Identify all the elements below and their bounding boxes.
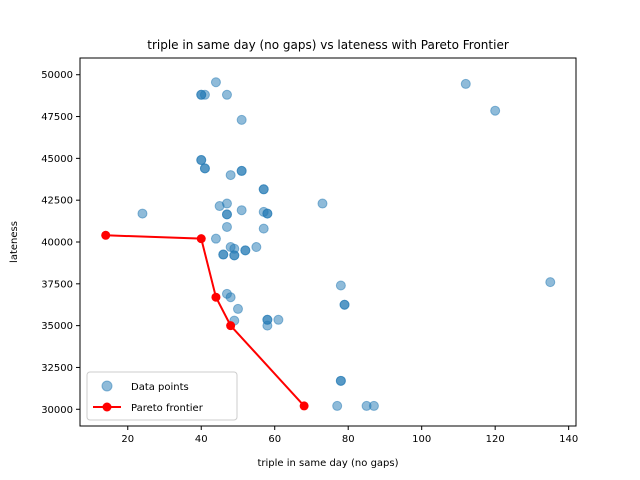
legend-marker-data-points (101, 380, 113, 392)
data-point (221, 209, 232, 220)
y-tick-label: 42500 (41, 196, 73, 207)
data-point (258, 223, 269, 234)
legend-label-data-points: Data points (131, 382, 189, 393)
data-point (137, 208, 148, 219)
data-point (240, 245, 251, 256)
pareto-frontier-point (196, 234, 206, 244)
x-tick-label: 40 (195, 434, 208, 445)
pareto-frontier-point (226, 321, 236, 331)
legend-marker-pareto-frontier (102, 402, 112, 412)
y-tick-label: 35000 (41, 321, 73, 332)
y-tick-label: 32500 (41, 363, 73, 374)
x-tick-label: 60 (268, 434, 281, 445)
data-point (460, 78, 471, 89)
data-point (339, 299, 350, 310)
x-tick-label: 120 (486, 434, 505, 445)
y-tick-label: 37500 (41, 279, 73, 290)
data-point (210, 77, 221, 88)
data-point (335, 280, 346, 291)
data-point (196, 155, 207, 166)
pareto-frontier-point (299, 401, 309, 411)
x-tick-label: 20 (121, 434, 134, 445)
data-point (258, 184, 269, 195)
data-point (199, 89, 210, 100)
data-point (262, 320, 273, 331)
data-point (225, 292, 236, 303)
y-tick-label: 30000 (41, 405, 73, 416)
data-point (232, 303, 243, 314)
plot-area (101, 77, 556, 411)
data-point (332, 400, 343, 411)
data-point (236, 165, 247, 176)
x-axis-label: triple in same day (no gaps) (257, 458, 398, 469)
data-point (225, 170, 236, 181)
data-point (251, 242, 262, 253)
y-axis: 30000 32500 35000 37500 40000 42500 45000 47500… (41, 70, 80, 416)
data-point (221, 89, 232, 100)
data-point (368, 400, 379, 411)
pareto-frontier-point (211, 292, 221, 302)
x-tick-label: 80 (342, 434, 355, 445)
legend-box (86, 371, 238, 421)
x-axis: 20 40 60 80 100 120 140 (121, 426, 578, 445)
data-point (210, 233, 221, 244)
y-axis-label: lateness (9, 221, 20, 263)
pareto-frontier-point (101, 230, 111, 240)
x-tick-label: 140 (559, 434, 578, 445)
legend-label-pareto-frontier: Pareto frontier (131, 403, 204, 414)
data-point (545, 277, 556, 288)
chart-title: triple in same day (no gaps) vs lateness… (147, 38, 509, 52)
data-point (317, 198, 328, 209)
data-point (236, 114, 247, 125)
data-point (221, 198, 232, 209)
y-tick-label: 47500 (41, 112, 73, 123)
data-point (490, 105, 501, 116)
data-point (273, 314, 284, 325)
data-point (218, 249, 229, 260)
y-tick-label: 50000 (41, 70, 73, 81)
data-point (229, 250, 240, 261)
data-point (262, 208, 273, 219)
data-point (199, 163, 210, 174)
data-point (335, 375, 346, 386)
legend: Data points Pareto frontier (86, 371, 238, 421)
x-tick-label: 100 (412, 434, 431, 445)
y-tick-label: 45000 (41, 154, 73, 165)
y-tick-label: 40000 (41, 238, 73, 249)
data-point (221, 221, 232, 232)
data-point (236, 205, 247, 216)
